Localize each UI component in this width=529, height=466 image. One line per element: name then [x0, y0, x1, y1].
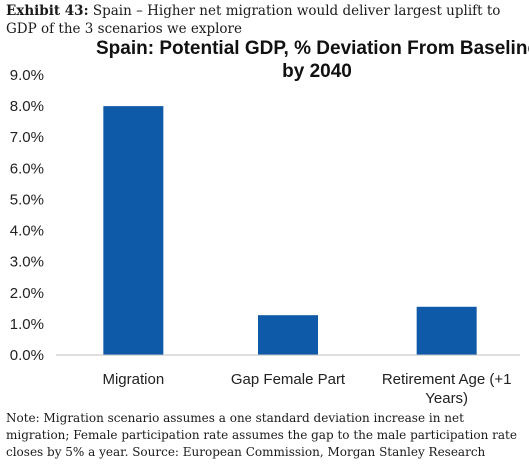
- y-tick-label: 5.0%: [10, 191, 44, 208]
- footnote: Note: Migration scenario assumes a one s…: [6, 411, 517, 459]
- x-category-label: Gap Female Part: [231, 371, 346, 388]
- bar-chart: Spain: Potential GDP, % Deviation From B…: [10, 38, 529, 407]
- y-tick-label: 6.0%: [10, 160, 44, 177]
- y-tick-label: 3.0%: [10, 254, 44, 271]
- x-category-label: Years): [425, 390, 468, 407]
- bar-3: [416, 306, 477, 355]
- exhibit-label: Exhibit 43:: [6, 3, 89, 19]
- y-tick-label: 0.0%: [10, 347, 44, 364]
- chart-title-line: by 2040: [282, 61, 352, 82]
- chart-title: Spain: Potential GDP, % Deviation From B…: [96, 38, 529, 82]
- y-axis: 0.0% 1.0% 2.0% 3.0% 4.0% 5.0% 6.0% 7.0% 8.0% 9.0%: [10, 67, 44, 364]
- exhibit-text: Spain – Higher net migration would deliv…: [6, 3, 501, 37]
- y-tick-label: 1.0%: [10, 316, 44, 333]
- x-category-label: Retirement Age (+1: [382, 371, 512, 388]
- y-tick-label: 2.0%: [10, 285, 44, 302]
- bars: [103, 106, 477, 355]
- y-tick-label: 8.0%: [10, 98, 44, 115]
- chart-title-line: Spain: Potential GDP, % Deviation From B…: [96, 38, 529, 59]
- x-category-label: Migration: [102, 371, 164, 388]
- exhibit-caption: Exhibit 43: Spain – Higher net migration…: [6, 2, 526, 38]
- y-tick-label: 9.0%: [10, 67, 44, 84]
- bar-1: [103, 106, 164, 355]
- bar-2: [258, 315, 318, 355]
- x-axis: Migration Gap Female Part Retirement Age (…: [56, 354, 520, 407]
- y-tick-label: 7.0%: [10, 129, 44, 146]
- y-tick-label: 4.0%: [10, 223, 44, 240]
